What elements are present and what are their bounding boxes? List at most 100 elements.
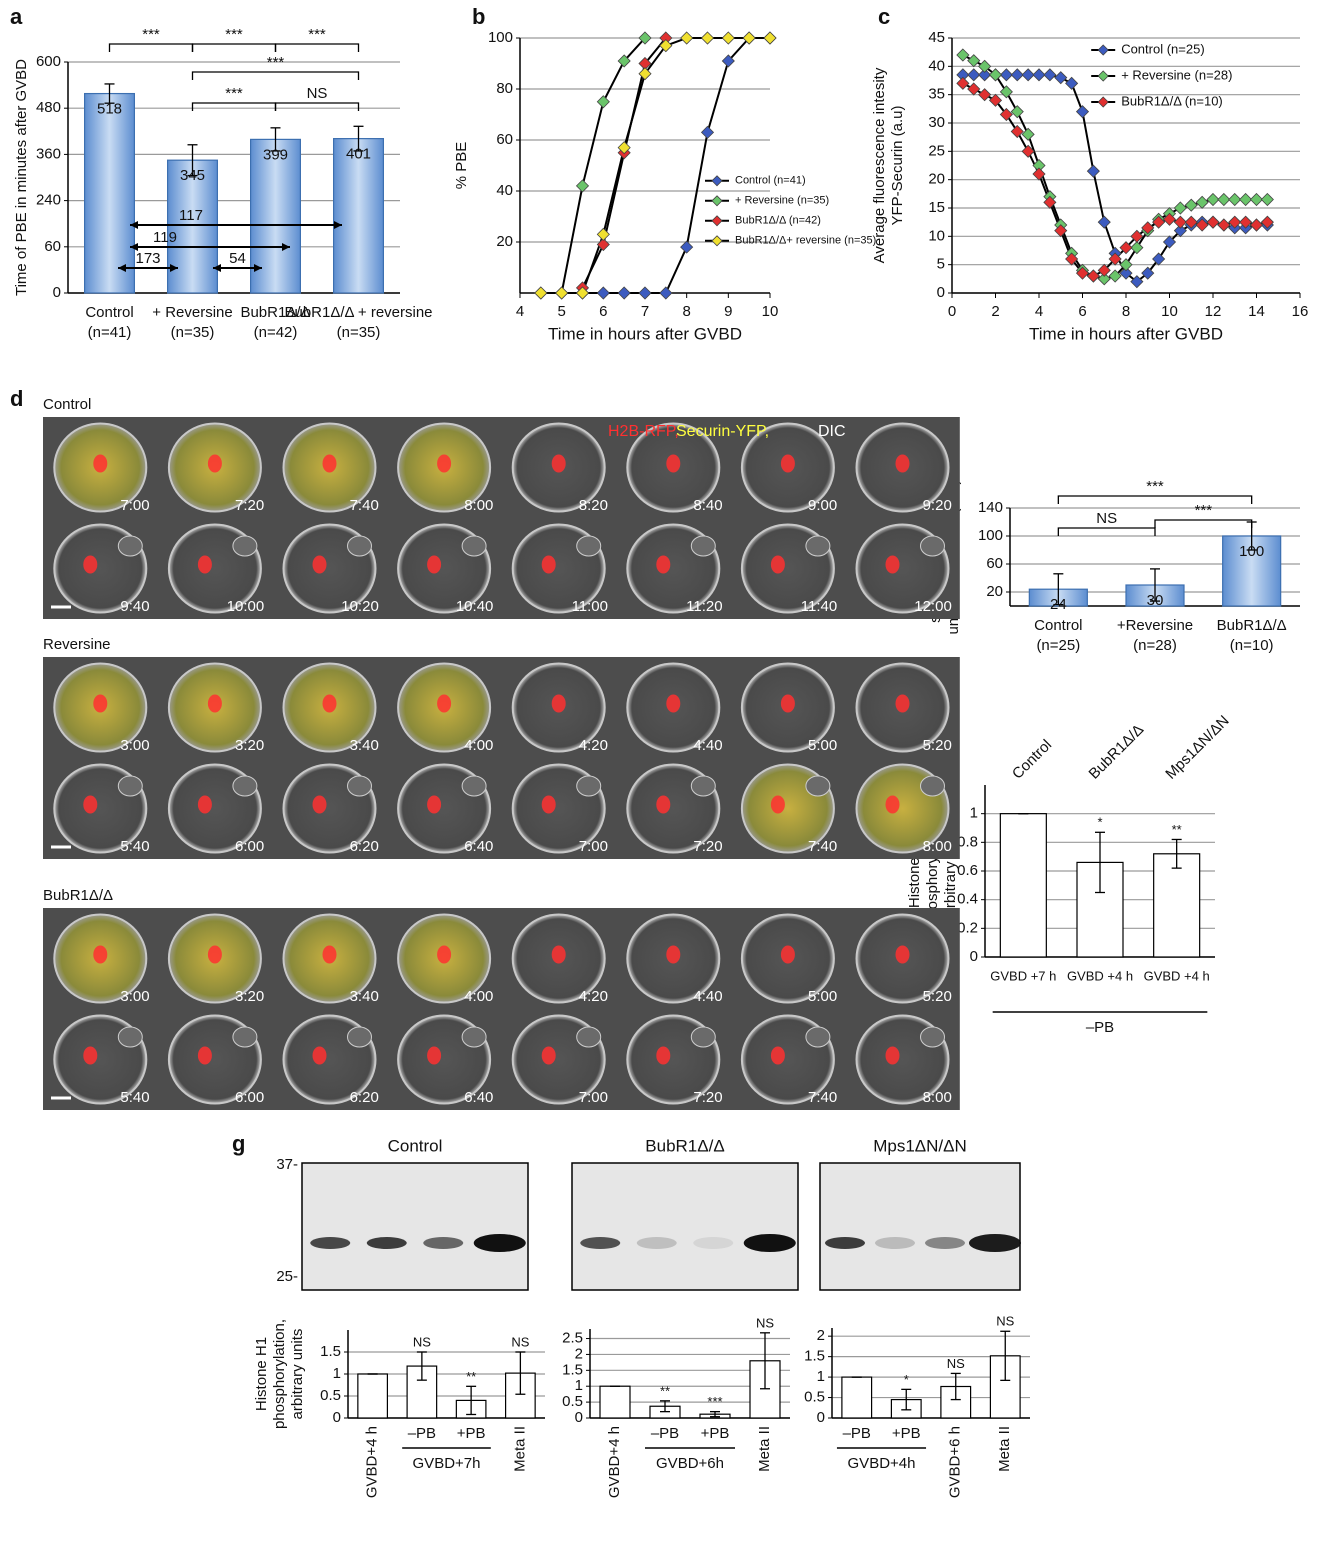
marker xyxy=(988,93,1003,107)
annotation: *** xyxy=(267,54,285,71)
legend-label: BubR1Δ/Δ+ reversine (n=35) xyxy=(735,235,876,247)
significance: NS xyxy=(511,1334,529,1349)
polar-body xyxy=(690,535,716,557)
marker xyxy=(967,68,981,82)
timestamp: 5:20 xyxy=(923,737,952,754)
chromosomes xyxy=(437,945,452,964)
marker xyxy=(596,286,610,300)
legend-marker xyxy=(711,195,723,207)
timestamp: 9:20 xyxy=(923,497,952,514)
polar-body xyxy=(117,1026,143,1048)
timestamp: 4:00 xyxy=(464,737,493,754)
marker xyxy=(1086,164,1100,178)
chromosomes xyxy=(656,795,671,814)
timestamp: 5:00 xyxy=(808,988,837,1005)
marker xyxy=(555,286,569,300)
band xyxy=(366,1237,407,1249)
chromosomes xyxy=(322,454,337,473)
chromosomes xyxy=(551,454,566,473)
timestamp: 8:40 xyxy=(693,497,722,514)
group-label: –PB xyxy=(1086,1019,1114,1036)
marker xyxy=(596,227,610,241)
x-tick-label: +PB xyxy=(457,1425,486,1442)
annotation: *** xyxy=(225,26,243,43)
y-axis-label: YFP-Securin (a.u) xyxy=(889,105,906,225)
marker xyxy=(967,54,981,68)
difference-label: 119 xyxy=(153,229,177,246)
chromosomes xyxy=(197,795,212,814)
marker xyxy=(1086,269,1100,283)
polar-body xyxy=(232,1026,258,1048)
band xyxy=(743,1234,796,1252)
marker xyxy=(1130,229,1144,243)
marker xyxy=(1206,215,1220,229)
polar-body xyxy=(805,775,831,797)
marker xyxy=(1184,215,1198,229)
marker xyxy=(1141,266,1155,280)
series-line xyxy=(582,37,770,294)
chromosomes xyxy=(427,795,442,814)
chromosomes xyxy=(666,454,681,473)
polar-body xyxy=(117,775,143,797)
marker xyxy=(1162,212,1177,226)
timestamp: 6:00 xyxy=(235,1089,264,1106)
data-label: 100 xyxy=(1239,543,1264,560)
legend-marker xyxy=(711,235,723,247)
bar xyxy=(357,1373,389,1419)
chromosomes xyxy=(885,1046,900,1065)
legend-label: BubR1Δ/Δ (n=10) xyxy=(1121,93,1223,108)
panel-letter: g xyxy=(232,1131,245,1156)
n-label: (n=35) xyxy=(337,324,381,341)
timestamp: 3:40 xyxy=(350,988,379,1005)
bar xyxy=(999,813,1047,958)
marker xyxy=(1206,192,1220,207)
polar-body xyxy=(117,535,143,557)
y-tick-label: 100 xyxy=(978,527,1003,544)
polar-body xyxy=(920,1026,945,1048)
y-tick-label: 1 xyxy=(575,1377,583,1394)
marker xyxy=(956,76,970,90)
blot xyxy=(819,1162,1021,1291)
band xyxy=(825,1237,865,1249)
x-tick-label: –PB xyxy=(651,1425,679,1442)
timestamp: 8:20 xyxy=(579,497,608,514)
timestamp: 3:20 xyxy=(235,988,264,1005)
chromosomes xyxy=(551,694,566,713)
marker xyxy=(1119,258,1133,272)
y-tick-label: 20 xyxy=(928,171,945,188)
y-tick-label: 240 xyxy=(36,192,61,209)
y-tick-label: 0 xyxy=(970,948,978,965)
timestamp: 4:20 xyxy=(579,737,608,754)
chromosomes xyxy=(770,555,785,574)
marker xyxy=(700,31,715,45)
blot xyxy=(301,1162,529,1291)
legend-marker xyxy=(1097,70,1109,82)
x-tick-label: 14 xyxy=(1248,303,1265,320)
marker xyxy=(617,54,631,68)
polar-body xyxy=(805,535,831,557)
blot-title: BubR1Δ/Δ xyxy=(645,1136,724,1155)
marker xyxy=(638,67,652,81)
polar-body xyxy=(347,775,372,797)
bracket xyxy=(274,102,360,111)
timestamp: 3:20 xyxy=(235,737,264,754)
n-label: (n=10) xyxy=(1230,637,1274,654)
series-line xyxy=(540,37,770,294)
difference-label: 54 xyxy=(229,250,246,267)
timestamp: 6:40 xyxy=(464,1089,493,1106)
y-tick-label: 0 xyxy=(817,1409,825,1426)
polar-body xyxy=(232,535,258,557)
x-tick-label: BubR1Δ/Δ xyxy=(1217,617,1287,634)
y-tick-label: 100 xyxy=(488,29,513,46)
timestamp: 4:00 xyxy=(464,988,493,1005)
chromosomes xyxy=(770,795,785,814)
chromosomes xyxy=(83,1046,98,1065)
chromosomes xyxy=(93,454,108,473)
timestamp: 7:40 xyxy=(350,497,379,514)
chromosomes xyxy=(895,945,910,964)
marker xyxy=(1054,71,1068,85)
marker xyxy=(638,31,652,45)
timestamp: 6:00 xyxy=(235,838,264,855)
timestamp: 3:00 xyxy=(120,737,149,754)
marker xyxy=(956,48,970,62)
